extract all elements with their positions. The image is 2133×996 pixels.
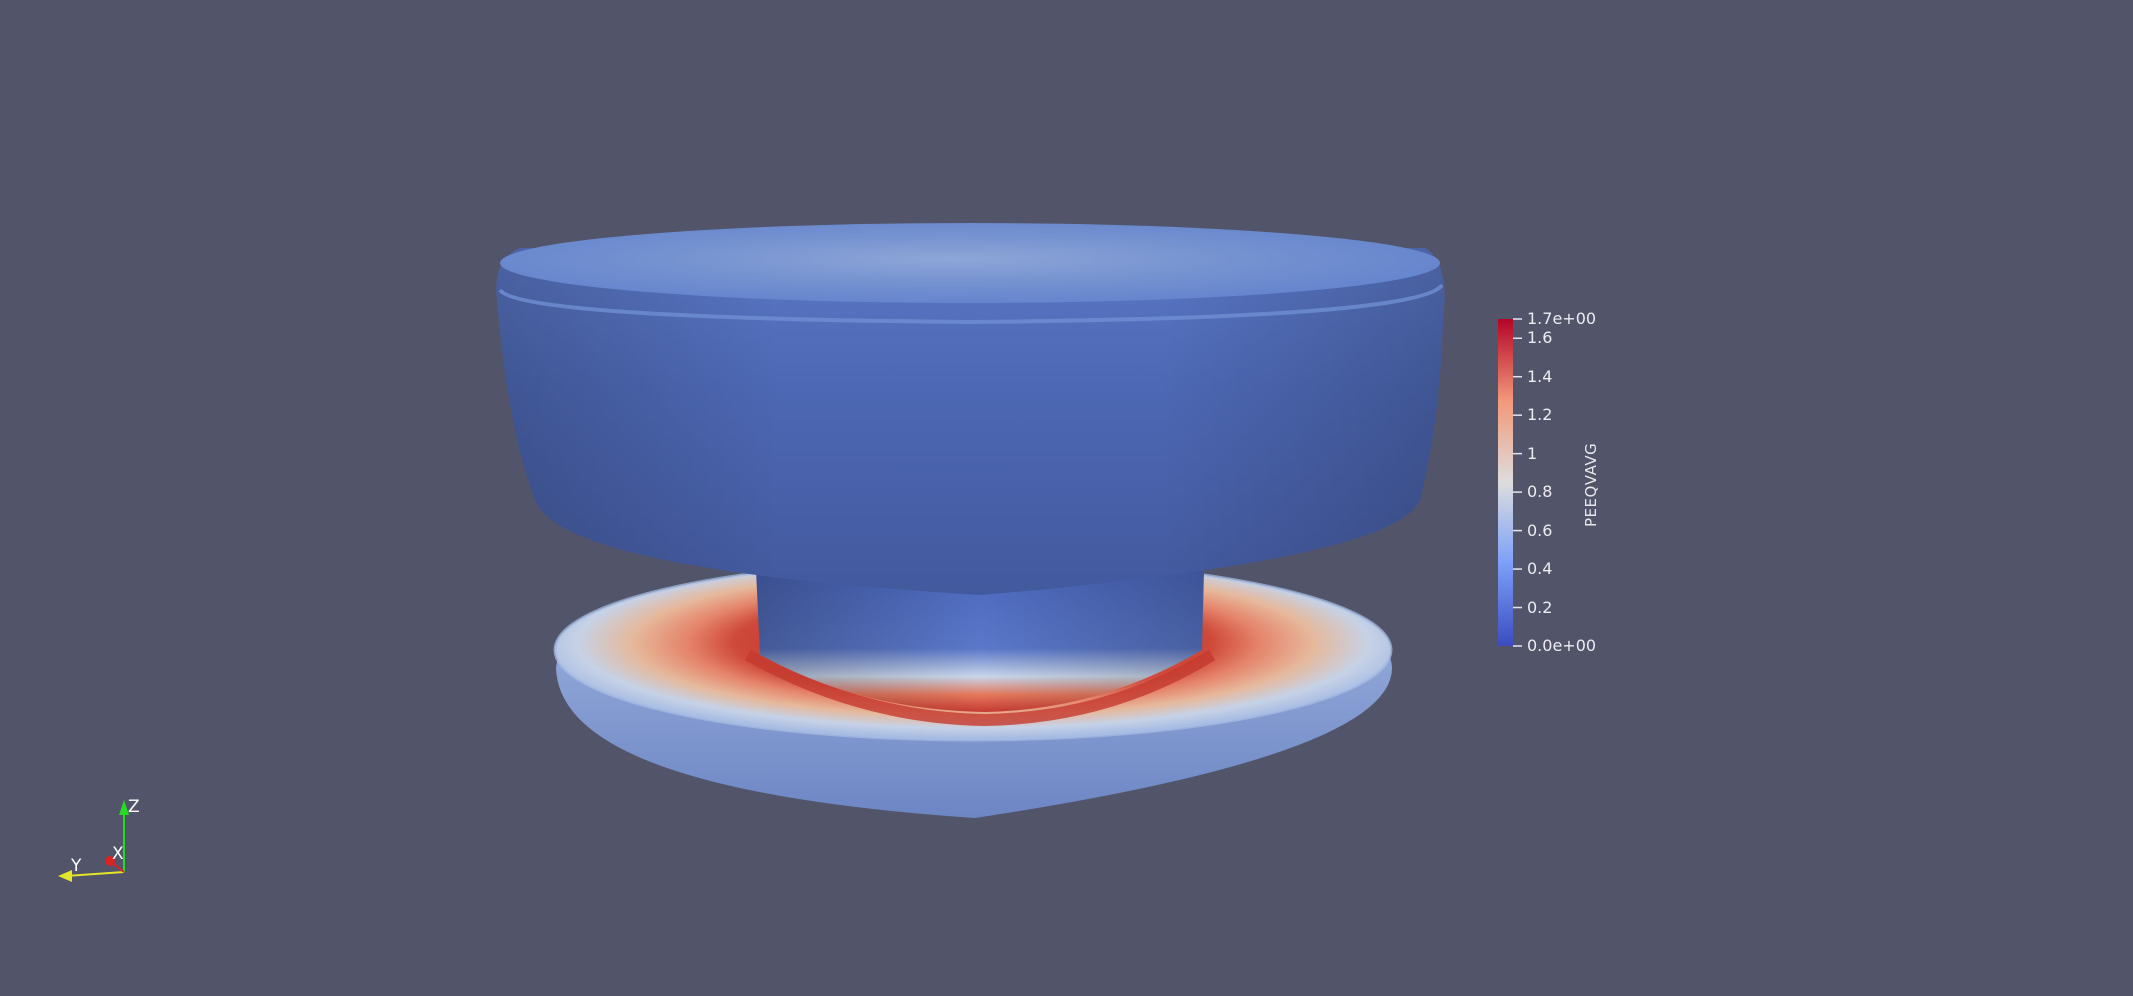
upper-cup: [496, 223, 1445, 595]
colorbar-tick-label: 0.8: [1527, 482, 1553, 502]
colorbar-tick-label: 1.2: [1527, 405, 1553, 425]
colorbar-ticks: [1513, 318, 1522, 647]
x-axis-arrow: [105, 856, 115, 866]
colorbar-gradient: [1498, 319, 1513, 646]
colorbar-title: PEEQVAVG: [1582, 442, 1600, 527]
colorbar-tick-label: 0.0e+00: [1527, 636, 1597, 655]
y-axis-label: Y: [71, 856, 82, 876]
color-legend: [1498, 318, 1522, 647]
colorbar-tick-label: 1.6: [1527, 328, 1553, 348]
colorbar-tick-label: 1: [1527, 443, 1538, 463]
colorbar-tick-label: 1.4: [1527, 366, 1553, 386]
colorbar-tick-label: 0.6: [1527, 520, 1553, 540]
orientation-axes[interactable]: [58, 800, 129, 882]
colorbar-tick-label: 1.7e+00: [1527, 309, 1597, 328]
z-axis-label: Z: [128, 797, 140, 817]
neck: [745, 570, 1216, 727]
x-axis-label: X: [112, 844, 124, 864]
colorbar-tick-label: 0.4: [1527, 559, 1553, 579]
colorbar-tick-label: 0.2: [1527, 597, 1553, 617]
y-axis-arrow: [58, 870, 72, 882]
y-axis-line: [65, 871, 125, 877]
z-axis-arrow: [119, 800, 129, 815]
